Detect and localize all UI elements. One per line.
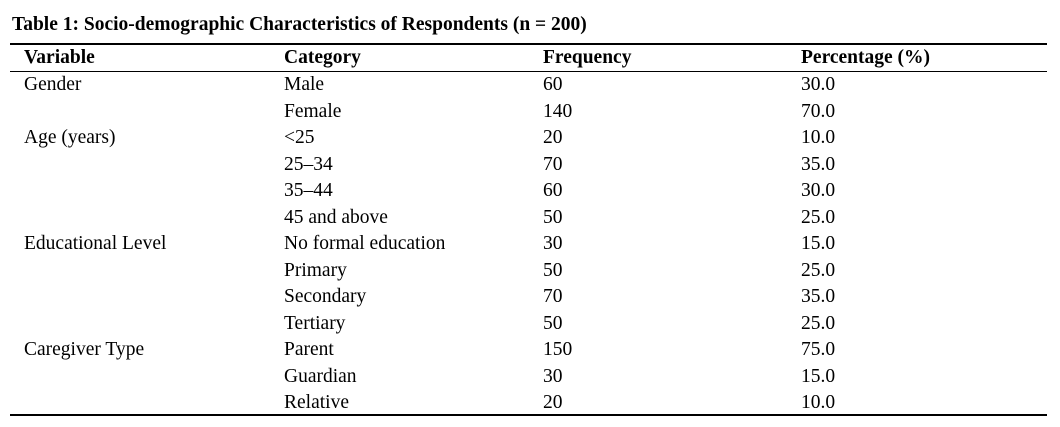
table-row: Guardian 30 15.0 <box>10 364 1047 391</box>
category-cell: Female <box>284 100 342 122</box>
category-cell: Tertiary <box>284 312 346 334</box>
frequency-cell: 60 <box>543 180 563 201</box>
table-caption: Table 1: Socio-demographic Characteristi… <box>12 14 587 35</box>
percentage-cell: 30.0 <box>801 74 836 95</box>
category-cell: 45 and above <box>284 206 388 228</box>
header-percentage: Percentage (%) <box>801 47 931 68</box>
table-row: Primary 50 25.0 <box>10 258 1047 285</box>
percentage-cell: 35.0 <box>801 286 836 307</box>
demographics-table: Variable Category Frequency Percentage (… <box>10 44 1047 417</box>
percentage-cell: 25.0 <box>801 312 836 334</box>
header-category: Category <box>284 47 361 68</box>
table-top-rule <box>10 43 1047 45</box>
category-cell: 35–44 <box>284 180 333 201</box>
variable-cell <box>10 311 284 338</box>
percentage-cell: 15.0 <box>801 233 836 254</box>
table-row: 25–34 70 35.0 <box>10 152 1047 179</box>
percentage-cell: 75.0 <box>801 339 836 360</box>
variable-cell <box>10 364 284 391</box>
frequency-cell: 50 <box>543 259 563 281</box>
category-cell: Primary <box>284 259 347 281</box>
table-row: Age (years) <25 20 10.0 <box>10 125 1047 152</box>
frequency-cell: 50 <box>543 312 563 334</box>
frequency-cell: 30 <box>543 365 563 387</box>
percentage-cell: 10.0 <box>801 127 836 148</box>
table-row: Gender Male 60 30.0 <box>10 71 1047 99</box>
variable-cell <box>10 205 284 232</box>
frequency-cell: 70 <box>543 286 563 307</box>
category-cell: Guardian <box>284 365 357 387</box>
variable-cell: Caregiver Type <box>24 339 145 360</box>
category-cell: Relative <box>284 392 349 413</box>
frequency-cell: 20 <box>543 127 563 148</box>
table-row: Educational Level No formal education 30 15… <box>10 231 1047 258</box>
frequency-cell: 50 <box>543 206 563 228</box>
category-cell: <25 <box>284 127 315 148</box>
frequency-cell: 150 <box>543 339 573 360</box>
variable-cell: Educational Level <box>24 233 167 254</box>
variable-cell <box>10 390 284 417</box>
table-row: 45 and above 50 25.0 <box>10 205 1047 232</box>
category-cell: Secondary <box>284 286 367 307</box>
category-cell: 25–34 <box>284 153 333 175</box>
category-cell: Male <box>284 74 325 95</box>
frequency-cell: 30 <box>543 233 563 254</box>
percentage-cell: 30.0 <box>801 180 836 201</box>
table-row: Relative 20 10.0 <box>10 390 1047 417</box>
percentage-cell: 25.0 <box>801 206 836 228</box>
percentage-cell: 10.0 <box>801 392 836 413</box>
percentage-cell: 70.0 <box>801 100 836 122</box>
category-cell: No formal education <box>284 233 446 254</box>
frequency-cell: 60 <box>543 74 563 95</box>
variable-cell <box>10 152 284 179</box>
table-row: Tertiary 50 25.0 <box>10 311 1047 338</box>
variable-cell <box>10 99 284 126</box>
variable-cell: Age (years) <box>24 127 116 148</box>
header-variable: Variable <box>24 47 95 68</box>
percentage-cell: 35.0 <box>801 153 836 175</box>
header-frequency: Frequency <box>543 47 632 68</box>
table-body: Gender Male 60 30.0 Female 140 70.0 Age (years)… <box>10 71 1047 417</box>
table-row: 35–44 60 30.0 <box>10 178 1047 205</box>
percentage-cell: 25.0 <box>801 259 836 281</box>
table-header-row: Variable Category Frequency Percentage (… <box>10 44 1047 71</box>
percentage-cell: 15.0 <box>801 365 836 387</box>
table-row: Female 140 70.0 <box>10 99 1047 126</box>
variable-cell <box>10 258 284 285</box>
variable-cell: Gender <box>24 74 82 95</box>
frequency-cell: 20 <box>543 392 563 413</box>
frequency-cell: 70 <box>543 153 563 175</box>
variable-cell <box>10 178 284 205</box>
frequency-cell: 140 <box>543 100 573 122</box>
table-bottom-rule <box>10 414 1047 416</box>
table-header-rule <box>10 71 1047 72</box>
category-cell: Parent <box>284 339 334 360</box>
table-row: Secondary 70 35.0 <box>10 284 1047 311</box>
table-row: Caregiver Type Parent 150 75.0 <box>10 337 1047 364</box>
variable-cell <box>10 284 284 311</box>
